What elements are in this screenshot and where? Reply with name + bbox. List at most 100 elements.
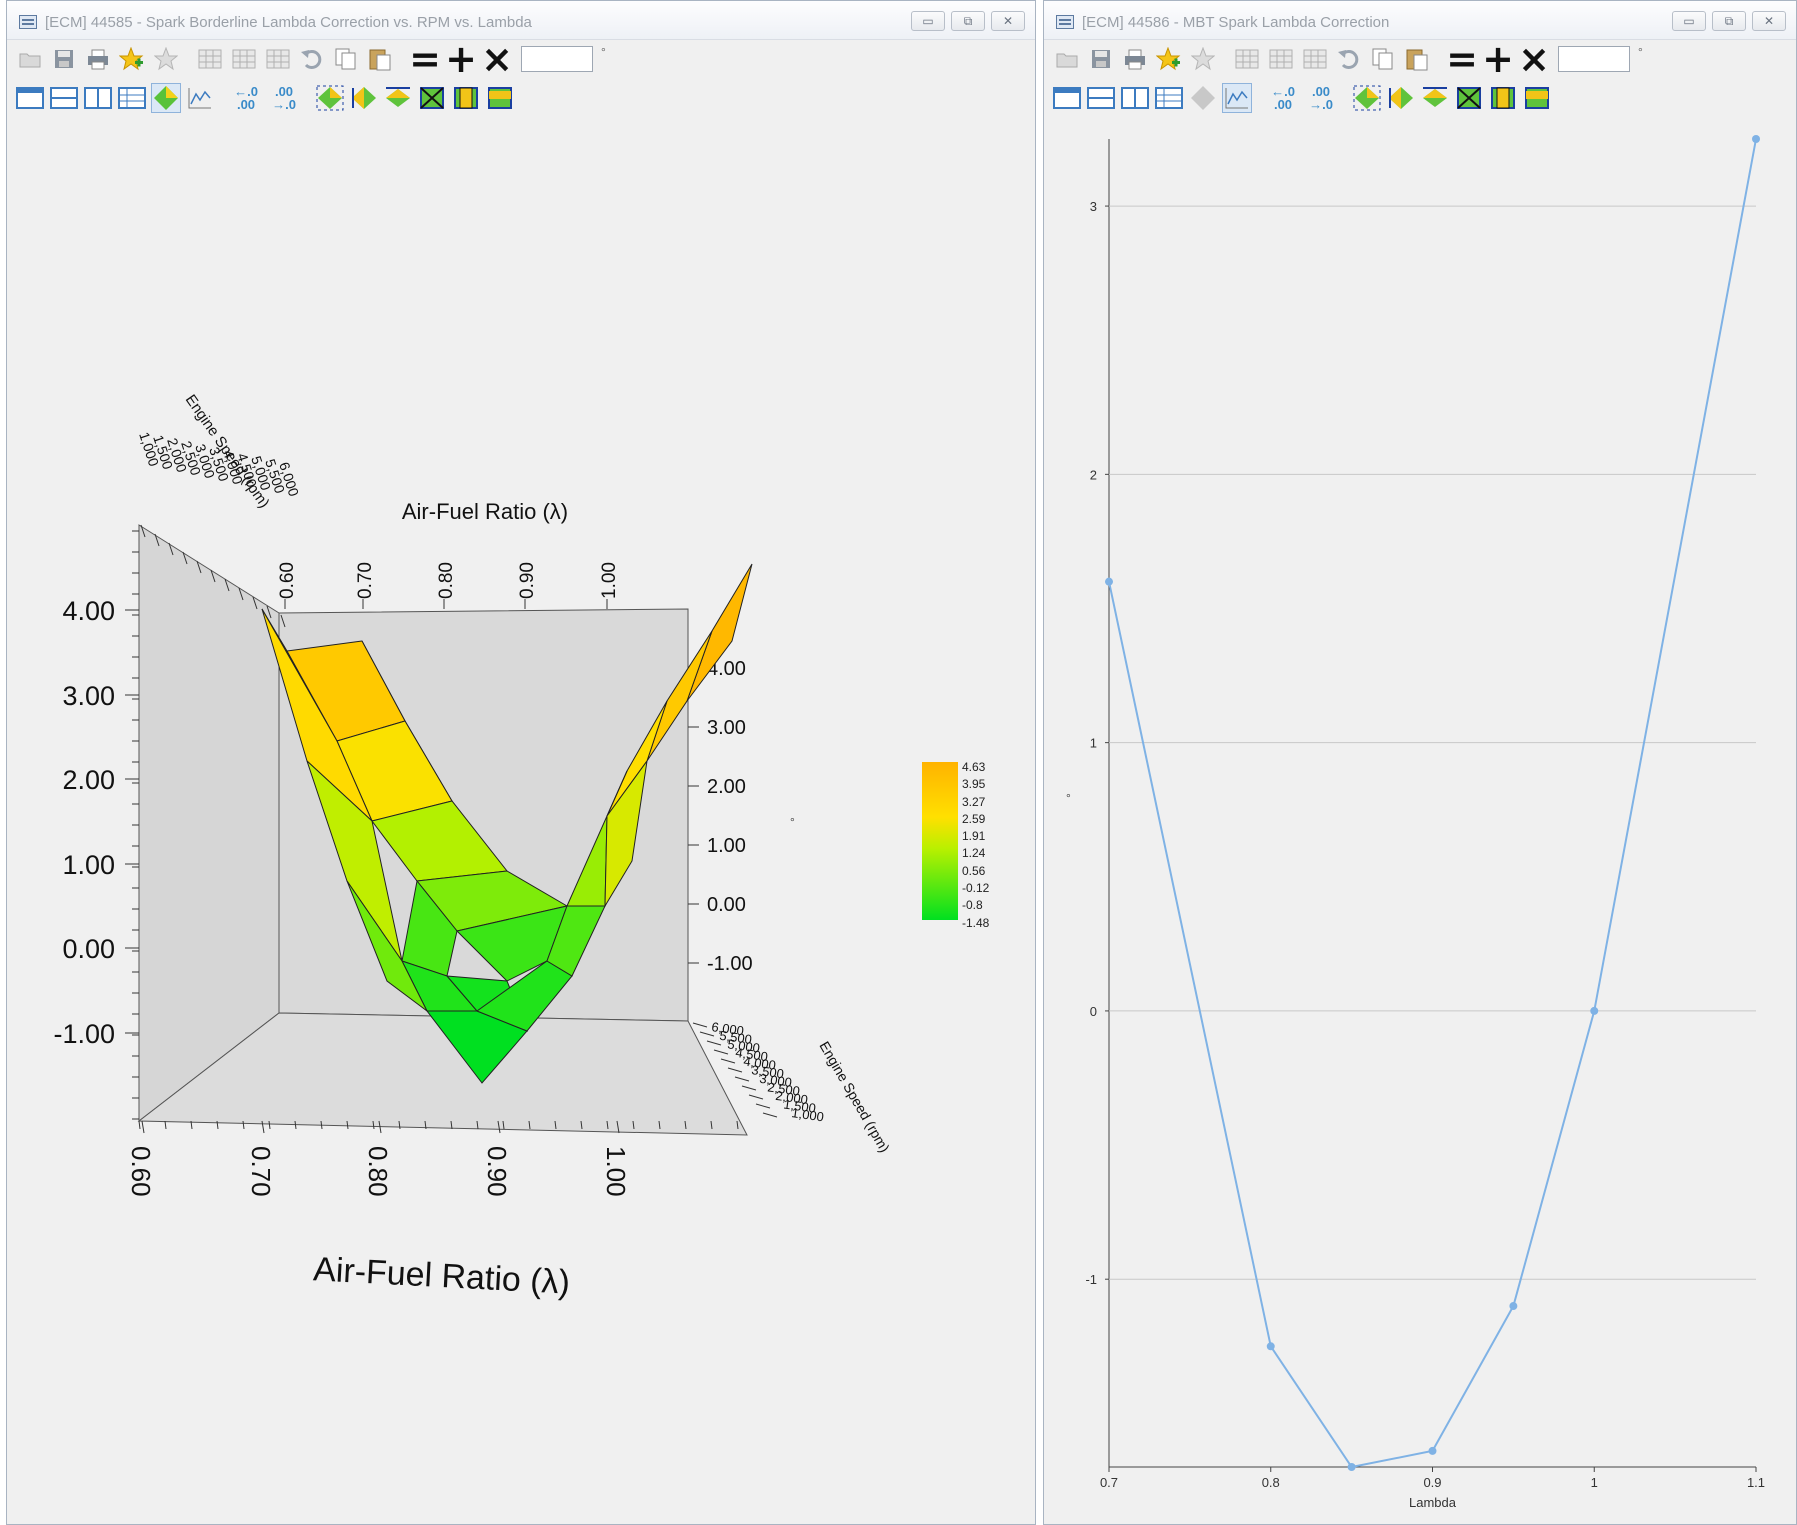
x-tick-label: 0.7: [1100, 1475, 1118, 1490]
rpm-tick-label: 2,500: [767, 1079, 801, 1098]
add-favorite-icon[interactable]: [1154, 44, 1184, 74]
open-folder-icon[interactable]: [15, 44, 45, 74]
line-chart-icon[interactable]: [185, 83, 215, 113]
series-line: [1108, 138, 1757, 1469]
x-tick-label: 1.1: [1747, 1475, 1765, 1490]
z-tick-label: 2.00: [707, 776, 746, 798]
print-icon[interactable]: [1120, 44, 1150, 74]
surface-chart[interactable]: 4.00 3.00 2.00 1.00 0.00 -1.00 4.00 3.00 2.00 1.0…: [7, 119, 1036, 1525]
surface-fit-icon[interactable]: [417, 83, 447, 113]
restore-button[interactable]: ⧉: [951, 11, 985, 31]
surface-top-icon[interactable]: [383, 83, 413, 113]
rpm-tick-label: 5,000: [727, 1036, 761, 1055]
rpm-tick-label: 2,000: [775, 1088, 809, 1107]
value-input[interactable]: [1558, 46, 1630, 72]
value-input[interactable]: [521, 46, 593, 72]
x-tick-label: 0.80: [436, 562, 457, 599]
surface-fit-icon[interactable]: [1454, 83, 1484, 113]
remove-favorite-icon[interactable]: [1188, 44, 1218, 74]
surface-side-icon[interactable]: [1522, 83, 1552, 113]
rpm-tick: [734, 1076, 750, 1082]
decrease-decimals-icon[interactable]: ←.0.00: [234, 84, 258, 112]
remove-favorite-icon[interactable]: [151, 44, 181, 74]
copy-icon[interactable]: [331, 44, 361, 74]
multiply-icon[interactable]: ×: [1518, 37, 1550, 81]
plus-icon[interactable]: +: [445, 37, 477, 81]
add-favorite-icon[interactable]: [117, 44, 147, 74]
copy-icon[interactable]: [1368, 44, 1398, 74]
rpm-tick: [748, 1094, 764, 1100]
mbt-spark-window[interactable]: [ECM] 44586 - MBT Spark Lambda Correctio…: [1043, 0, 1797, 1525]
grid-view-icon[interactable]: [1154, 83, 1184, 113]
split-horizontal-icon[interactable]: [49, 83, 79, 113]
split-horizontal-icon[interactable]: [1086, 83, 1116, 113]
save-icon[interactable]: [1086, 44, 1116, 74]
split-vertical-icon[interactable]: [83, 83, 113, 113]
undo-icon[interactable]: [1334, 44, 1364, 74]
increase-decimals-icon[interactable]: .00 →.0: [272, 84, 296, 112]
surface-left-icon[interactable]: [349, 83, 379, 113]
plus-icon[interactable]: +: [1482, 37, 1514, 81]
close-button[interactable]: ✕: [1752, 11, 1786, 31]
x-minor-tick: [502, 1120, 505, 1130]
data-point: [1590, 1006, 1599, 1015]
table-rows-icon[interactable]: [1266, 44, 1296, 74]
color-legend: 4.63 3.95 3.27 2.59 1.91 1.24 0.56 -0.12…: [922, 760, 994, 930]
minimize-button[interactable]: ▭: [1672, 11, 1706, 31]
grid-view-icon[interactable]: [117, 83, 147, 113]
single-view-icon[interactable]: [1052, 83, 1082, 113]
minimize-button[interactable]: ▭: [911, 11, 945, 31]
toolbar-view: ←.0.00 .00 →.0: [1052, 80, 1788, 116]
surface-side-icon[interactable]: [485, 83, 515, 113]
data-point: [1428, 1446, 1437, 1455]
line-plot-area[interactable]: 3 2 1 0 -1 0.7 0.8 0.9 1 1.1 Lambda: [1044, 119, 1796, 1524]
legend-value: -0.12: [962, 881, 990, 896]
single-view-icon[interactable]: [15, 83, 45, 113]
close-button[interactable]: ✕: [991, 11, 1025, 31]
save-icon[interactable]: [49, 44, 79, 74]
rpm-tick: [224, 578, 230, 592]
surface-front-icon[interactable]: [1488, 83, 1518, 113]
paste-icon[interactable]: [365, 44, 395, 74]
x-minor-tick: [164, 1120, 167, 1130]
print-icon[interactable]: [83, 44, 113, 74]
surface-view-icon[interactable]: [1188, 83, 1218, 113]
title-bar[interactable]: [ECM] 44586 - MBT Spark Lambda Correctio…: [1044, 1, 1796, 40]
z-tick-label: 0.00: [707, 894, 746, 916]
decrease-decimals-icon[interactable]: ←.0.00: [1271, 84, 1295, 112]
x-minor-tick: [606, 1120, 609, 1130]
surface-left-icon[interactable]: [1386, 83, 1416, 113]
table-cols-icon[interactable]: [1300, 44, 1330, 74]
surface-view-icon[interactable]: [151, 83, 181, 113]
line-chart-icon[interactable]: [1222, 83, 1252, 113]
table-icon[interactable]: [1232, 44, 1262, 74]
table-icon[interactable]: [195, 44, 225, 74]
equals-icon[interactable]: =: [1446, 37, 1478, 81]
line-chart[interactable]: 3 2 1 0 -1 0.7 0.8 0.9 1 1.1 Lambda: [1044, 119, 1797, 1525]
surface-plot-area[interactable]: 4.00 3.00 2.00 1.00 0.00 -1.00 4.00 3.00 2.00 1.0…: [7, 119, 1035, 1524]
data-point: [1347, 1463, 1356, 1471]
increase-decimals-icon[interactable]: .00 →.0: [1309, 84, 1333, 112]
x-minor-tick: [346, 1120, 349, 1130]
table-rows-icon[interactable]: [229, 44, 259, 74]
surface-rotate-icon[interactable]: [315, 83, 345, 113]
spark-borderline-window[interactable]: [ECM] 44585 - Spark Borderline Lambda Co…: [6, 0, 1036, 1525]
x-minor-tick: [216, 1120, 219, 1130]
table-cols-icon[interactable]: [263, 44, 293, 74]
surface-top-icon[interactable]: [1420, 83, 1450, 113]
multiply-icon[interactable]: ×: [481, 37, 513, 81]
title-bar[interactable]: [ECM] 44585 - Spark Borderline Lambda Co…: [7, 1, 1035, 40]
paste-icon[interactable]: [1402, 44, 1432, 74]
legend-value: -0.8: [962, 898, 983, 913]
split-vertical-icon[interactable]: [1120, 83, 1150, 113]
open-folder-icon[interactable]: [1052, 44, 1082, 74]
undo-icon[interactable]: [297, 44, 327, 74]
surface-front-icon[interactable]: [451, 83, 481, 113]
x-tick-label: 1: [1591, 1475, 1598, 1490]
rpm-tick: [238, 587, 244, 601]
equals-icon[interactable]: =: [409, 37, 441, 81]
restore-button[interactable]: ⧉: [1712, 11, 1746, 31]
surface-rotate-icon[interactable]: [1352, 83, 1382, 113]
rpm-tick: [762, 1112, 778, 1118]
data-point: [1509, 1302, 1518, 1311]
